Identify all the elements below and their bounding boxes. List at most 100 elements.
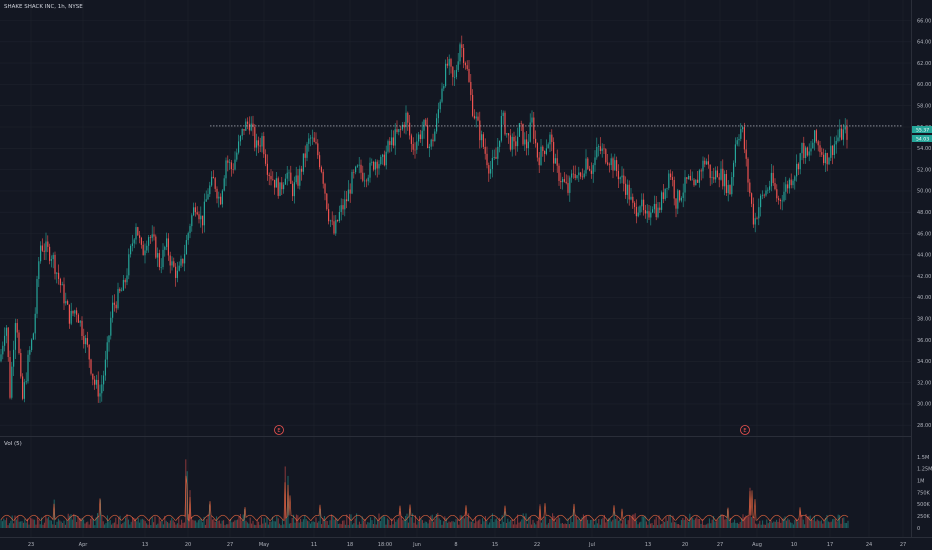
candle-body <box>448 59 450 66</box>
volume-bar <box>757 523 759 528</box>
candle-body <box>580 172 582 177</box>
candle-body <box>473 115 475 119</box>
candle-body <box>310 137 312 139</box>
volume-bar <box>574 514 576 528</box>
volume-bar <box>433 521 435 528</box>
candle-body <box>711 177 713 178</box>
candle-body <box>68 304 70 324</box>
volume-bar <box>524 516 526 528</box>
candle-body <box>137 227 139 236</box>
volume-bar <box>773 521 775 528</box>
volume-bar <box>699 518 701 528</box>
volume-bar <box>609 518 611 528</box>
volume-bar <box>693 519 695 528</box>
prev-price-badge <box>912 135 932 142</box>
candle-body <box>261 136 263 147</box>
volume-bar <box>71 519 73 528</box>
chart-title: SHAKE SHACK INC, 1h, NYSE <box>4 4 83 10</box>
candle-body <box>538 157 540 166</box>
volume-bar <box>220 523 222 528</box>
candle-body <box>401 124 403 130</box>
candle-body <box>337 220 339 222</box>
time-axis[interactable]: 23 Apr 13 20 27 May 11 18 18:00 Jun 8 15 22 Jul 13 20 27… <box>28 542 906 548</box>
volume-bar <box>45 515 47 528</box>
volume-axis[interactable]: 1.5M 1.25M 1M 750K 500K 250K 0 <box>917 455 932 532</box>
volume-bar <box>438 518 440 528</box>
volume-tick-label: 1.5M <box>917 455 929 461</box>
volume-bar <box>104 524 106 528</box>
volume-bar <box>451 521 453 528</box>
candle-body <box>189 226 191 234</box>
candle-body <box>671 177 673 181</box>
candle-body <box>162 249 164 267</box>
volume-bar <box>139 522 141 528</box>
candle-body <box>369 162 371 178</box>
volume-bar <box>512 524 514 528</box>
volume-bar <box>644 515 646 528</box>
volume-bar <box>230 518 232 528</box>
candle-body <box>59 278 61 286</box>
volume-bar <box>722 515 724 528</box>
volume-bar <box>785 520 787 528</box>
candle-body <box>331 220 333 222</box>
candle-body <box>738 138 740 141</box>
candle-body <box>450 59 452 67</box>
volume-bar <box>707 523 709 528</box>
volume-bar <box>482 518 484 528</box>
volume-bar <box>227 524 229 528</box>
candle-body <box>598 146 600 147</box>
candle-body <box>675 198 677 209</box>
volume-bar <box>87 521 89 528</box>
candle-body <box>94 379 96 385</box>
candle-body <box>837 137 839 141</box>
volume-bar <box>713 516 715 528</box>
volume-bar <box>739 521 741 528</box>
price-tick-label: 46.00 <box>917 231 931 237</box>
earnings-event-label: E <box>743 428 746 434</box>
volume-bar <box>48 516 50 528</box>
candle-body <box>225 160 227 179</box>
earnings-event-marker[interactable] <box>274 425 284 435</box>
candle-body <box>734 144 736 163</box>
volume-bar <box>302 519 304 528</box>
candle-body <box>752 203 754 225</box>
volume-bar <box>798 519 800 528</box>
volume-bar <box>753 516 755 528</box>
volume-bar <box>393 519 395 528</box>
candle-body <box>634 202 636 207</box>
volume-bar <box>395 521 397 528</box>
volume-bar <box>496 518 498 528</box>
volume-bar <box>570 516 572 528</box>
volume-bar <box>447 522 449 528</box>
earnings-event-marker[interactable] <box>740 425 750 435</box>
volume-bar <box>533 522 535 528</box>
candle-body <box>122 279 124 291</box>
candle-body <box>603 148 605 150</box>
volume-bar <box>311 521 313 528</box>
candle-body <box>385 151 387 166</box>
price-tick-label: 30.00 <box>917 402 931 408</box>
volume-bar <box>552 513 554 528</box>
volume-bar <box>148 519 150 528</box>
candle-body <box>493 156 495 158</box>
candle-body <box>410 135 412 144</box>
volume-bar <box>788 519 790 528</box>
candle-body <box>338 211 340 222</box>
volume-bar <box>448 521 450 528</box>
candle-body <box>515 141 517 147</box>
volume-bar <box>92 519 94 528</box>
candle-body <box>389 141 391 145</box>
candle-body <box>391 137 393 145</box>
volume-bar <box>748 516 750 528</box>
volume-bar <box>41 517 43 528</box>
volume-bar <box>400 516 402 528</box>
candle-body <box>745 149 747 159</box>
volume-bar <box>571 522 573 528</box>
volume-bar <box>136 521 138 528</box>
candle-body <box>439 101 441 110</box>
candle-body <box>781 200 783 202</box>
candle-body <box>522 123 524 145</box>
volume-bar <box>437 512 439 528</box>
